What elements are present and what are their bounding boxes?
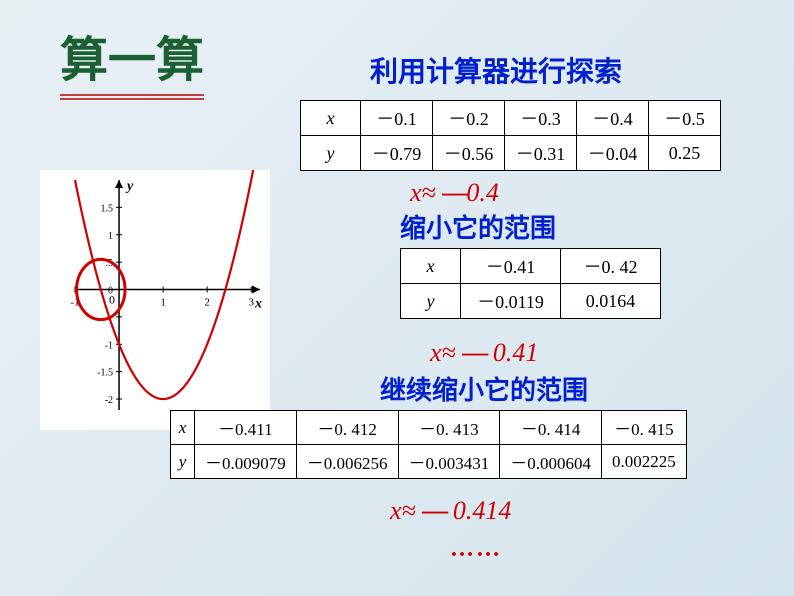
cell: －0.56 bbox=[433, 136, 505, 171]
cell: －0.0119 bbox=[461, 284, 561, 319]
negative-sign: — bbox=[462, 338, 486, 367]
cell: －0.2 bbox=[433, 101, 505, 136]
table-row: x －0.41 －0. 42 bbox=[401, 249, 661, 284]
table-row: y －0.009079 －0.006256 －0.003431 －0.00060… bbox=[171, 445, 687, 479]
cell: 0.002225 bbox=[602, 445, 687, 479]
svg-text:y: y bbox=[125, 179, 134, 194]
main-title: 算一算 bbox=[60, 20, 204, 100]
approx-sym: ≈ bbox=[422, 178, 436, 207]
y-header: y bbox=[171, 445, 195, 479]
cell: －0.009079 bbox=[195, 445, 297, 479]
cell: －0.1 bbox=[361, 101, 433, 136]
cell: －0.3 bbox=[505, 101, 577, 136]
table-step2: x －0.41 －0. 42 y －0.0119 0.0164 bbox=[400, 248, 661, 319]
cell: －0. 42 bbox=[561, 249, 661, 284]
cell: －0. 413 bbox=[398, 411, 500, 445]
var-x: x bbox=[390, 496, 402, 525]
subtitle: 利用计算器进行探索 bbox=[370, 50, 622, 90]
cell: 0.25 bbox=[649, 136, 721, 171]
approximation-1: x≈ —0.4 bbox=[410, 178, 499, 208]
var-x: x bbox=[430, 338, 442, 367]
svg-text:x: x bbox=[254, 297, 262, 312]
table-row: y －0.79 －0.56 －0.31 －0.04 0.25 bbox=[301, 136, 721, 171]
value: 0.4 bbox=[466, 178, 499, 207]
cell: －0. 412 bbox=[296, 411, 398, 445]
cell: －0.79 bbox=[361, 136, 433, 171]
svg-text:2: 2 bbox=[204, 297, 210, 309]
svg-text:1.5: 1.5 bbox=[101, 203, 114, 214]
svg-text:0: 0 bbox=[109, 293, 115, 307]
negative-sign: — bbox=[422, 496, 446, 525]
cell: －0.31 bbox=[505, 136, 577, 171]
table-step3: x －0.411 －0. 412 －0. 413 －0. 414 －0. 415… bbox=[170, 410, 687, 479]
table-row: x －0.411 －0. 412 －0. 413 －0. 414 －0. 415 bbox=[171, 411, 687, 445]
step2-label: 缩小它的范围 bbox=[400, 208, 556, 245]
svg-text:3: 3 bbox=[248, 297, 254, 309]
cell: －0.04 bbox=[577, 136, 649, 171]
parabola-graph: -1123-2-1.5-10.511.5xy0 bbox=[40, 170, 270, 430]
cell: －0.5 bbox=[649, 101, 721, 136]
table-row: y －0.0119 0.0164 bbox=[401, 284, 661, 319]
svg-text:1: 1 bbox=[108, 231, 113, 242]
svg-text:1: 1 bbox=[160, 297, 166, 309]
svg-text:-1.5: -1.5 bbox=[97, 368, 113, 379]
approximation-2: x≈ — 0.41 bbox=[430, 338, 538, 368]
approx-sym: ≈ bbox=[402, 496, 416, 525]
cell: －0. 414 bbox=[500, 411, 602, 445]
cell: －0.41 bbox=[461, 249, 561, 284]
cell: －0.003431 bbox=[398, 445, 500, 479]
cell: －0.411 bbox=[195, 411, 297, 445]
table-row: x －0.1 －0.2 －0.3 －0.4 －0.5 bbox=[301, 101, 721, 136]
cell: －0.006256 bbox=[296, 445, 398, 479]
cell: －0.4 bbox=[577, 101, 649, 136]
table-step1: x －0.1 －0.2 －0.3 －0.4 －0.5 y －0.79 －0.56… bbox=[300, 100, 721, 171]
var-x: x bbox=[410, 178, 422, 207]
cell: 0.0164 bbox=[561, 284, 661, 319]
approx-sym: ≈ bbox=[442, 338, 456, 367]
ellipsis-dots: …… bbox=[450, 536, 502, 563]
value: 0.41 bbox=[486, 338, 538, 367]
cell: －0.000604 bbox=[500, 445, 602, 479]
x-header: x bbox=[301, 101, 361, 136]
negative-sign: — bbox=[442, 178, 466, 207]
x-header: x bbox=[401, 249, 461, 284]
value: 0.414 bbox=[446, 496, 511, 525]
svg-text:-1: -1 bbox=[105, 340, 113, 351]
approximation-3: x≈ — 0.414 bbox=[390, 496, 511, 526]
svg-text:-2: -2 bbox=[105, 395, 113, 406]
cell: －0. 415 bbox=[602, 411, 687, 445]
y-header: y bbox=[401, 284, 461, 319]
x-header: x bbox=[171, 411, 195, 445]
y-header: y bbox=[301, 136, 361, 171]
step3-label: 继续缩小它的范围 bbox=[380, 370, 588, 407]
